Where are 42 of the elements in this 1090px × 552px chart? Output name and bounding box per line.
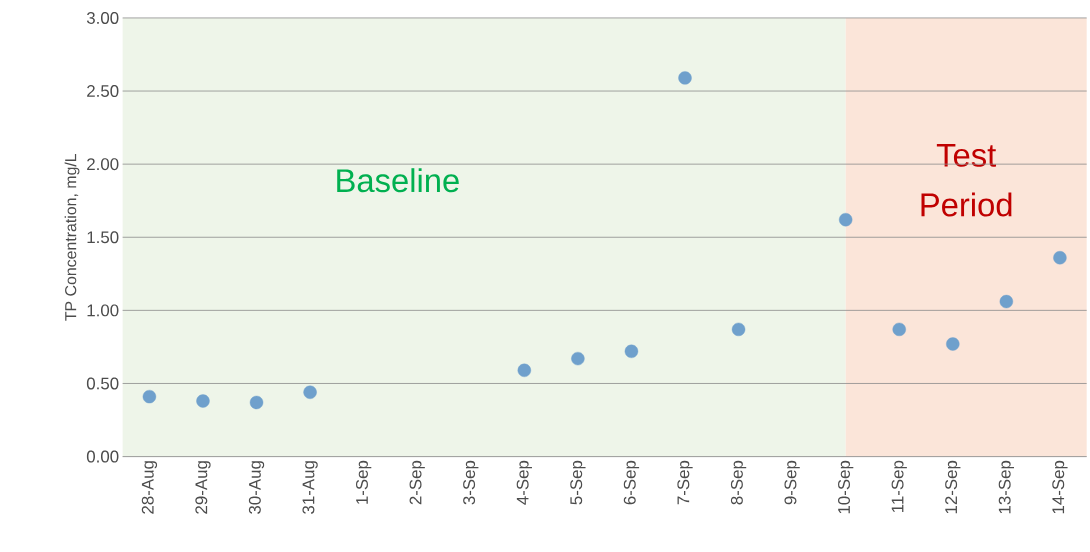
point: [517, 363, 532, 377]
point: [624, 344, 639, 358]
point: [946, 337, 960, 351]
y-tick-label: 0.00: [86, 450, 119, 463]
x-tick-label: 7-Sep: [677, 460, 693, 505]
band-label: Test Period: [921, 143, 1012, 217]
point: [731, 322, 746, 336]
x-tick-label: 31-Aug: [302, 461, 318, 514]
x-tick-label: 29-Aug: [195, 461, 211, 514]
point: [839, 212, 853, 227]
point: [571, 351, 585, 366]
point: [892, 322, 906, 336]
y-tick-label: 2.50: [87, 84, 119, 97]
x-tick-label: 5-Sep: [570, 460, 586, 505]
y-tick-label: 0.50: [86, 377, 119, 390]
x-tick-label: 13-Sep: [998, 460, 1014, 514]
point: [196, 394, 210, 408]
y-tick-label: 1.50: [87, 231, 119, 244]
x-tick-label: 3-Sep: [463, 460, 479, 505]
x-tick-label: 10-Sep: [838, 460, 854, 514]
x-tick-label: 11-Sep: [891, 460, 907, 512]
x-tick-label: 30-Aug: [248, 461, 265, 514]
y-tick-label: 1.00: [87, 304, 119, 317]
x-tick-label: 28-Aug: [141, 461, 158, 514]
y-axis-title: TP Concentration, mg/L: [64, 153, 80, 321]
band-label: Baseline: [337, 168, 459, 193]
x-tick-label: 1-Sep: [356, 460, 372, 504]
point: [142, 389, 157, 404]
point: [1053, 250, 1067, 265]
x-tick-label: 12-Sep: [945, 460, 961, 514]
x-tick-label: 2-Sep: [409, 460, 425, 505]
point: [999, 294, 1014, 309]
x-tick-label: 8-Sep: [730, 460, 747, 505]
point: [249, 395, 264, 410]
y-tick-label: 3.00: [86, 11, 119, 24]
x-tick-label: 4-Sep: [516, 460, 532, 505]
y-tick-label: 2.00: [87, 158, 119, 170]
point: [678, 71, 692, 85]
x-tick-label: 9-Sep: [784, 460, 800, 505]
point: [303, 385, 317, 399]
x-tick-label: 6-Sep: [623, 460, 640, 505]
x-tick-label: 14-Sep: [1052, 460, 1068, 514]
